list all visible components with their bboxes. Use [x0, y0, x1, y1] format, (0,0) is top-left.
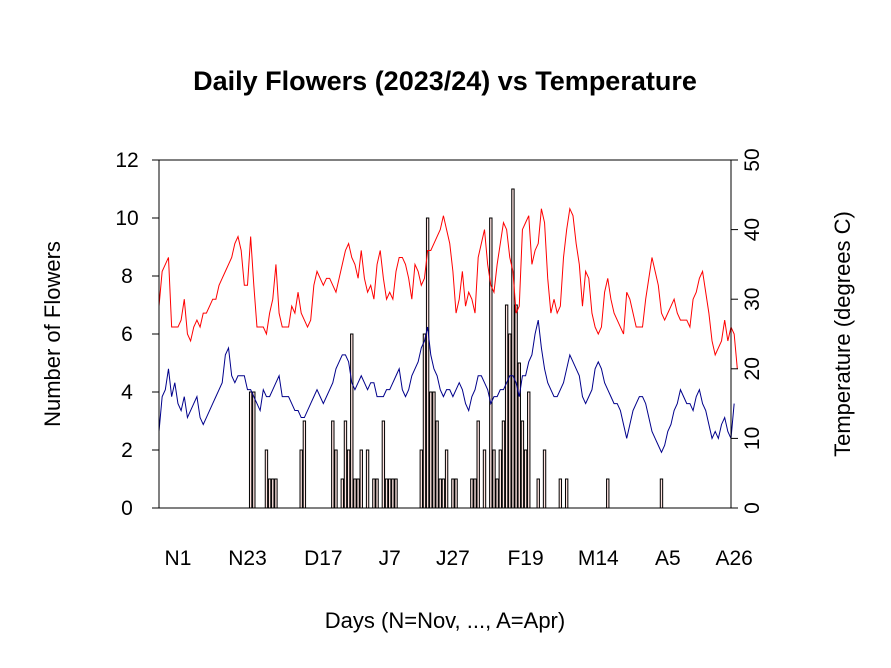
flower-bar [504, 304, 509, 509]
flower-bar [564, 478, 569, 509]
right-tick-label: 40 [741, 218, 764, 241]
flower-bar [350, 333, 354, 509]
left-tick-label: 8 [121, 265, 133, 288]
x-tick-label: D17 [304, 547, 343, 570]
flower-bar [517, 362, 521, 509]
left-tick-label: 4 [121, 381, 133, 404]
flower-bar [274, 478, 278, 509]
flower-bar [267, 478, 272, 509]
flower-bar [384, 478, 389, 509]
x-tick-label: J7 [379, 547, 401, 570]
flower-bar [438, 478, 442, 509]
flower-bar [498, 449, 502, 509]
flower-bar [542, 449, 547, 509]
x-tick-label: M14 [578, 547, 619, 570]
right-axis: 0 10 20 30 40 50 [730, 148, 764, 514]
flower-bar [659, 478, 664, 509]
flower-bar [343, 420, 348, 509]
flower-bar [372, 478, 376, 509]
flower-bar [299, 449, 303, 509]
flower-bar [375, 478, 379, 509]
x-tick-label: J27 [436, 547, 470, 570]
flower-bar [451, 478, 455, 509]
flower-bar [492, 449, 496, 509]
flower-bar [432, 391, 436, 509]
flower-bar [482, 449, 487, 509]
flower-bar [264, 449, 269, 509]
flower-bar [252, 391, 256, 509]
x-tick-label: F19 [507, 547, 543, 570]
flower-bar [365, 449, 370, 509]
max-temperature-line [158, 206, 738, 369]
min-temperature-line [158, 319, 735, 454]
right-tick-label: 30 [741, 288, 764, 311]
right-tick-label: 0 [741, 502, 764, 514]
flower-bar [476, 420, 480, 509]
right-tick-label: 50 [741, 148, 764, 171]
left-tick-label: 10 [115, 207, 138, 230]
right-tick-label: 10 [741, 427, 764, 450]
flower-bar [558, 478, 563, 509]
flower-bar [523, 449, 528, 509]
flower-bar [359, 449, 363, 509]
x-tick-label: N23 [228, 547, 267, 570]
chart-title: Daily Flowers (2023/24) vs Temperature [193, 66, 697, 96]
flower-bar [473, 478, 477, 509]
x-tick-label: N1 [165, 547, 192, 570]
flower-bar [606, 478, 610, 509]
flower-bar [470, 478, 474, 509]
flower-bars [248, 188, 664, 509]
flower-bar [346, 449, 351, 509]
flower-bar [391, 478, 395, 509]
bottom-axis: N1 N23 D17 J7 J27 F19 M14 A5 A26 [165, 547, 753, 570]
left-axis: 0 2 4 6 8 10 12 [115, 149, 160, 520]
plot-area [158, 159, 738, 509]
left-tick-label: 6 [121, 323, 133, 346]
flower-bar [302, 420, 307, 509]
flower-bar [271, 478, 275, 509]
flower-bar [331, 420, 335, 509]
flower-bar [356, 478, 360, 509]
right-tick-label: 20 [741, 357, 764, 380]
flower-bar [388, 478, 392, 509]
left-tick-label: 12 [115, 149, 138, 172]
flower-bar [536, 478, 540, 509]
flower-bar [248, 391, 253, 509]
flower-bar [514, 304, 518, 509]
flower-bar [353, 478, 357, 509]
x-axis-label: Days (N=Nov, ..., A=Apr) [325, 608, 565, 633]
left-tick-label: 0 [121, 497, 133, 520]
flower-bar [429, 391, 433, 509]
flower-bar [508, 333, 512, 509]
y-axis-label-left: Number of Flowers [40, 241, 65, 427]
flower-bar [334, 449, 338, 509]
flower-bar [394, 478, 398, 509]
x-tick-label: A26 [715, 547, 752, 570]
flower-bar [520, 420, 525, 509]
flower-bar [435, 420, 439, 509]
flower-bar [419, 449, 423, 509]
flower-bar [495, 478, 499, 509]
flower-bar [422, 333, 427, 509]
flower-bar [454, 478, 458, 509]
y-axis-label-right: Temperature (degrees C) [830, 211, 855, 457]
flower-bar [527, 391, 531, 509]
flower-bar [444, 449, 449, 509]
flower-bar [381, 420, 386, 509]
flower-bar [489, 217, 493, 509]
x-tick-label: A5 [655, 547, 681, 570]
flower-bar [441, 478, 446, 509]
left-tick-label: 2 [121, 439, 133, 462]
flower-bar [511, 188, 515, 509]
flower-bar [501, 420, 506, 509]
flower-bar [340, 478, 344, 509]
